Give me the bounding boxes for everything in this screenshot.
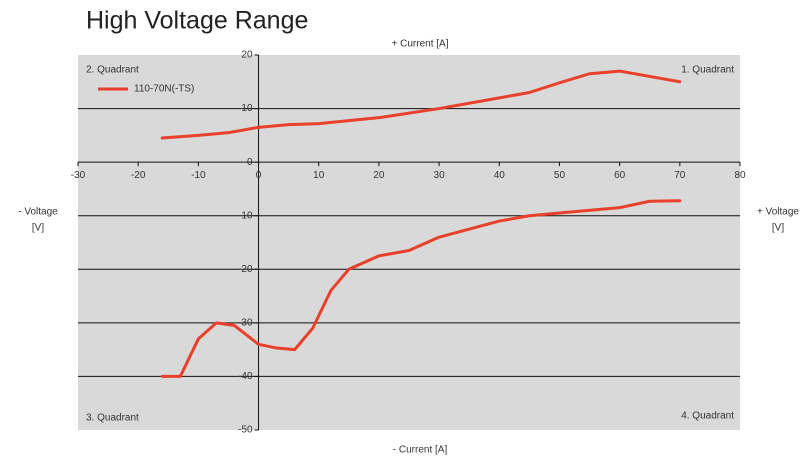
quadrant-label: 4. Quadrant xyxy=(681,411,734,422)
line xyxy=(160,69,682,378)
x-tick-label: 60 xyxy=(614,170,626,181)
plot-area xyxy=(78,55,740,430)
axis-label-right: [V] xyxy=(772,223,784,234)
x-tick-label: 50 xyxy=(554,170,566,181)
axis-label-left: [V] xyxy=(32,223,44,234)
x-tick-label: -20 xyxy=(131,170,146,181)
x-tick-label: -10 xyxy=(191,170,206,181)
y-tick-label: -30 xyxy=(238,317,253,328)
axis-label-left: - Voltage xyxy=(18,207,58,218)
x-tick-label: -30 xyxy=(71,170,86,181)
x-tick-label: 10 xyxy=(313,170,325,181)
x-tick-label: 40 xyxy=(494,170,506,181)
x-tick-label: 0 xyxy=(256,170,262,181)
x-tick-label: 30 xyxy=(434,170,446,181)
axis-label-bottom: - Current [A] xyxy=(393,445,448,456)
y-tick-label: -10 xyxy=(238,210,253,221)
chart-title: High Voltage Range xyxy=(86,7,308,35)
y-tick-label: 20 xyxy=(241,50,253,61)
legend-label: 110-70N(-TS) xyxy=(134,84,194,95)
quadrant-label: 2. Quadrant xyxy=(86,65,139,76)
quadrant-label: 3. Quadrant xyxy=(86,413,139,424)
x-tick-label: 70 xyxy=(674,170,686,181)
quadrant-label: 1. Quadrant xyxy=(681,65,734,76)
y-tick-label: -20 xyxy=(238,264,253,275)
x-tick-label: 80 xyxy=(734,170,746,181)
x-tick-label: 20 xyxy=(373,170,385,181)
y-tick-label: -50 xyxy=(238,425,253,436)
axis-label-top: + Current [A] xyxy=(392,39,449,50)
axis-label-right: + Voltage xyxy=(757,207,799,218)
y-tick-label: -40 xyxy=(238,371,253,382)
y-tick-label: 10 xyxy=(241,103,253,114)
